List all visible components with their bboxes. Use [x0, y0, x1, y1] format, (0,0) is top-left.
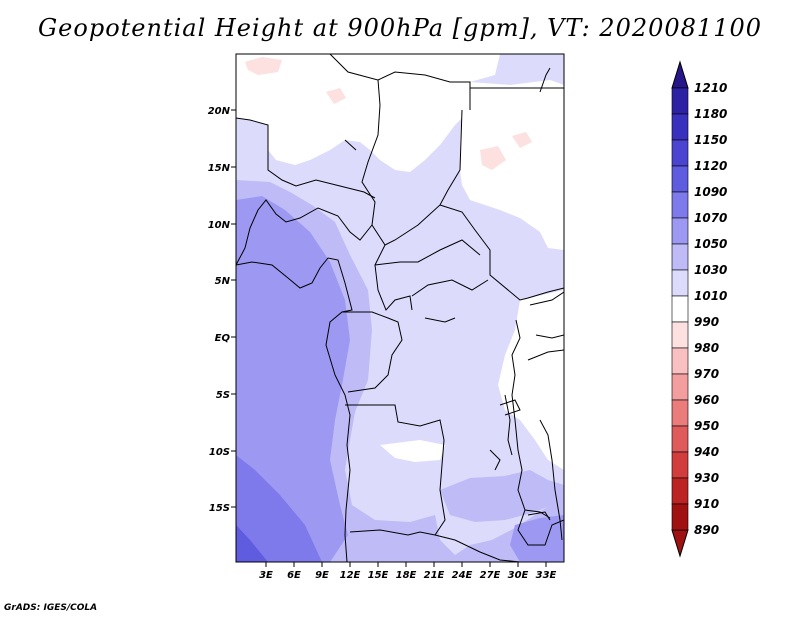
field-white-patch	[380, 440, 445, 462]
chart-title: Geopotential Height at 900hPa [gpm], VT:…	[38, 14, 762, 42]
colorbar-label: 990	[694, 315, 719, 329]
colorbar-label: 1030	[694, 263, 727, 277]
lat-label: 15N	[208, 163, 231, 174]
field-1030-1050-east	[440, 470, 564, 522]
colorbar-label: 1180	[694, 107, 727, 121]
colorbar-box	[671, 113, 689, 141]
lat-label: 15S	[209, 503, 230, 514]
lon-label: 3E	[259, 570, 273, 581]
grads-credit: GrADS: IGES/COLA	[4, 603, 98, 613]
colorbar-label: 1120	[694, 159, 727, 173]
lon-label: 15E	[368, 570, 389, 581]
colorbar-label: 890	[694, 523, 719, 537]
colorbar-label: 1050	[694, 237, 727, 251]
field-980-990-c	[480, 146, 506, 170]
colorbar-label: 970	[694, 367, 719, 381]
colorbar-box	[671, 165, 689, 193]
field-990-1010-east	[460, 80, 564, 250]
field-990-1010-north	[236, 54, 500, 172]
field-1090-1120	[236, 525, 268, 562]
field-980-990-d	[512, 132, 532, 148]
colorbar-top-arrow	[671, 60, 689, 89]
colorbar-box	[671, 191, 689, 219]
colorbar-label: 930	[694, 471, 719, 485]
lat-label: 20N	[208, 106, 231, 117]
colorbar-label: 910	[694, 497, 719, 511]
lon-label: 27E	[480, 570, 501, 581]
colorbar-box	[671, 243, 689, 271]
field-1050-1070	[236, 196, 350, 562]
colorbar-bottom-arrow	[671, 529, 689, 558]
colorbar-label: 980	[694, 341, 719, 355]
colorbar-box	[671, 477, 689, 505]
colorbar-box	[671, 399, 689, 427]
field-980-990-b	[326, 88, 346, 104]
map-frame	[235, 53, 565, 563]
lon-label: 12E	[340, 570, 361, 581]
map-field	[236, 54, 564, 562]
colorbar-box	[671, 451, 689, 479]
field-980-990-a	[245, 57, 282, 75]
colorbar-label: 960	[694, 393, 719, 407]
field-1070-1090	[236, 455, 322, 562]
colorbar-box	[671, 373, 689, 401]
colorbar: 1210 1180 1150 1120 1090 1070 1050 1030 1010 990 9…	[671, 60, 727, 558]
colorbar-box	[671, 87, 689, 115]
lon-label: 30E	[508, 570, 529, 581]
lat-label: 5S	[216, 390, 230, 401]
colorbar-box	[671, 295, 689, 323]
lat-label: 10S	[209, 447, 230, 458]
lat-label: 10N	[208, 220, 231, 231]
lon-label: 33E	[536, 570, 557, 581]
colorbar-label: 940	[694, 445, 719, 459]
colorbar-box	[671, 139, 689, 167]
lon-label: 6E	[287, 570, 301, 581]
colorbar-label: 1070	[694, 211, 727, 225]
colorbar-box	[671, 347, 689, 375]
colorbar-box	[671, 425, 689, 453]
field-990-1010-lakes	[498, 290, 564, 470]
lon-label: 9E	[315, 570, 329, 581]
colorbar-box	[671, 269, 689, 297]
colorbar-label: 1150	[694, 133, 727, 147]
colorbar-label: 1210	[694, 81, 727, 95]
lon-label: 18E	[396, 570, 417, 581]
colorbar-box	[671, 321, 689, 349]
latitude-axis: 20N 15N 10N 5N EQ 5S 10S 15S	[208, 106, 236, 514]
lon-label: 21E	[424, 570, 445, 581]
colorbar-box	[671, 217, 689, 245]
longitude-axis: 3E 6E 9E 12E 15E 18E 21E 24E 27E 30E 33E	[259, 562, 557, 581]
lat-label: 5N	[215, 276, 231, 287]
lat-label: EQ	[215, 333, 231, 344]
colorbar-label: 1090	[694, 185, 727, 199]
colorbar-label: 1010	[694, 289, 727, 303]
colorbar-label: 950	[694, 419, 719, 433]
colorbar-box	[671, 503, 689, 531]
field-1050-1070-se	[510, 515, 564, 562]
coastlines-borders	[236, 54, 564, 562]
lon-label: 24E	[452, 570, 473, 581]
